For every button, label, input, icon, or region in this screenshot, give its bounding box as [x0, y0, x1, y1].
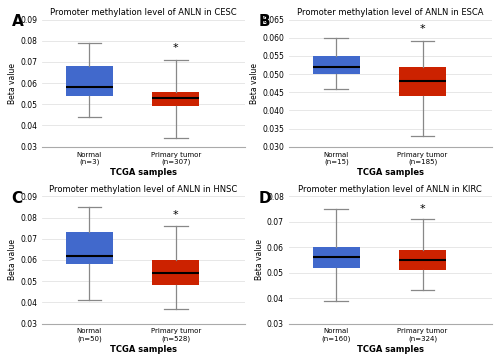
Text: *: *: [173, 43, 178, 54]
Title: Promoter methylation level of ANLN in ESCA: Promoter methylation level of ANLN in ES…: [297, 8, 484, 17]
PathPatch shape: [152, 260, 200, 285]
X-axis label: TCGA samples: TCGA samples: [110, 168, 177, 177]
Text: D: D: [258, 191, 271, 206]
Text: C: C: [12, 191, 22, 206]
PathPatch shape: [312, 56, 360, 74]
Text: A: A: [12, 14, 24, 29]
X-axis label: TCGA samples: TCGA samples: [357, 345, 424, 354]
PathPatch shape: [66, 66, 113, 96]
PathPatch shape: [66, 232, 113, 264]
Text: *: *: [173, 210, 178, 220]
Title: Promoter methylation level of ANLN in HNSC: Promoter methylation level of ANLN in HN…: [50, 185, 238, 194]
Y-axis label: Beta value: Beta value: [8, 239, 18, 281]
X-axis label: TCGA samples: TCGA samples: [357, 168, 424, 177]
PathPatch shape: [152, 92, 200, 106]
X-axis label: TCGA samples: TCGA samples: [110, 345, 177, 354]
Text: B: B: [258, 14, 270, 29]
Y-axis label: Beta value: Beta value: [255, 239, 264, 281]
PathPatch shape: [399, 250, 446, 270]
Text: *: *: [420, 24, 426, 34]
Y-axis label: Beta value: Beta value: [250, 63, 260, 104]
Title: Promoter methylation level of ANLN in KIRC: Promoter methylation level of ANLN in KI…: [298, 185, 482, 194]
PathPatch shape: [312, 247, 360, 268]
Y-axis label: Beta value: Beta value: [8, 63, 18, 104]
Title: Promoter methylation level of ANLN in CESC: Promoter methylation level of ANLN in CE…: [50, 8, 236, 17]
PathPatch shape: [399, 67, 446, 96]
Text: *: *: [420, 204, 426, 214]
